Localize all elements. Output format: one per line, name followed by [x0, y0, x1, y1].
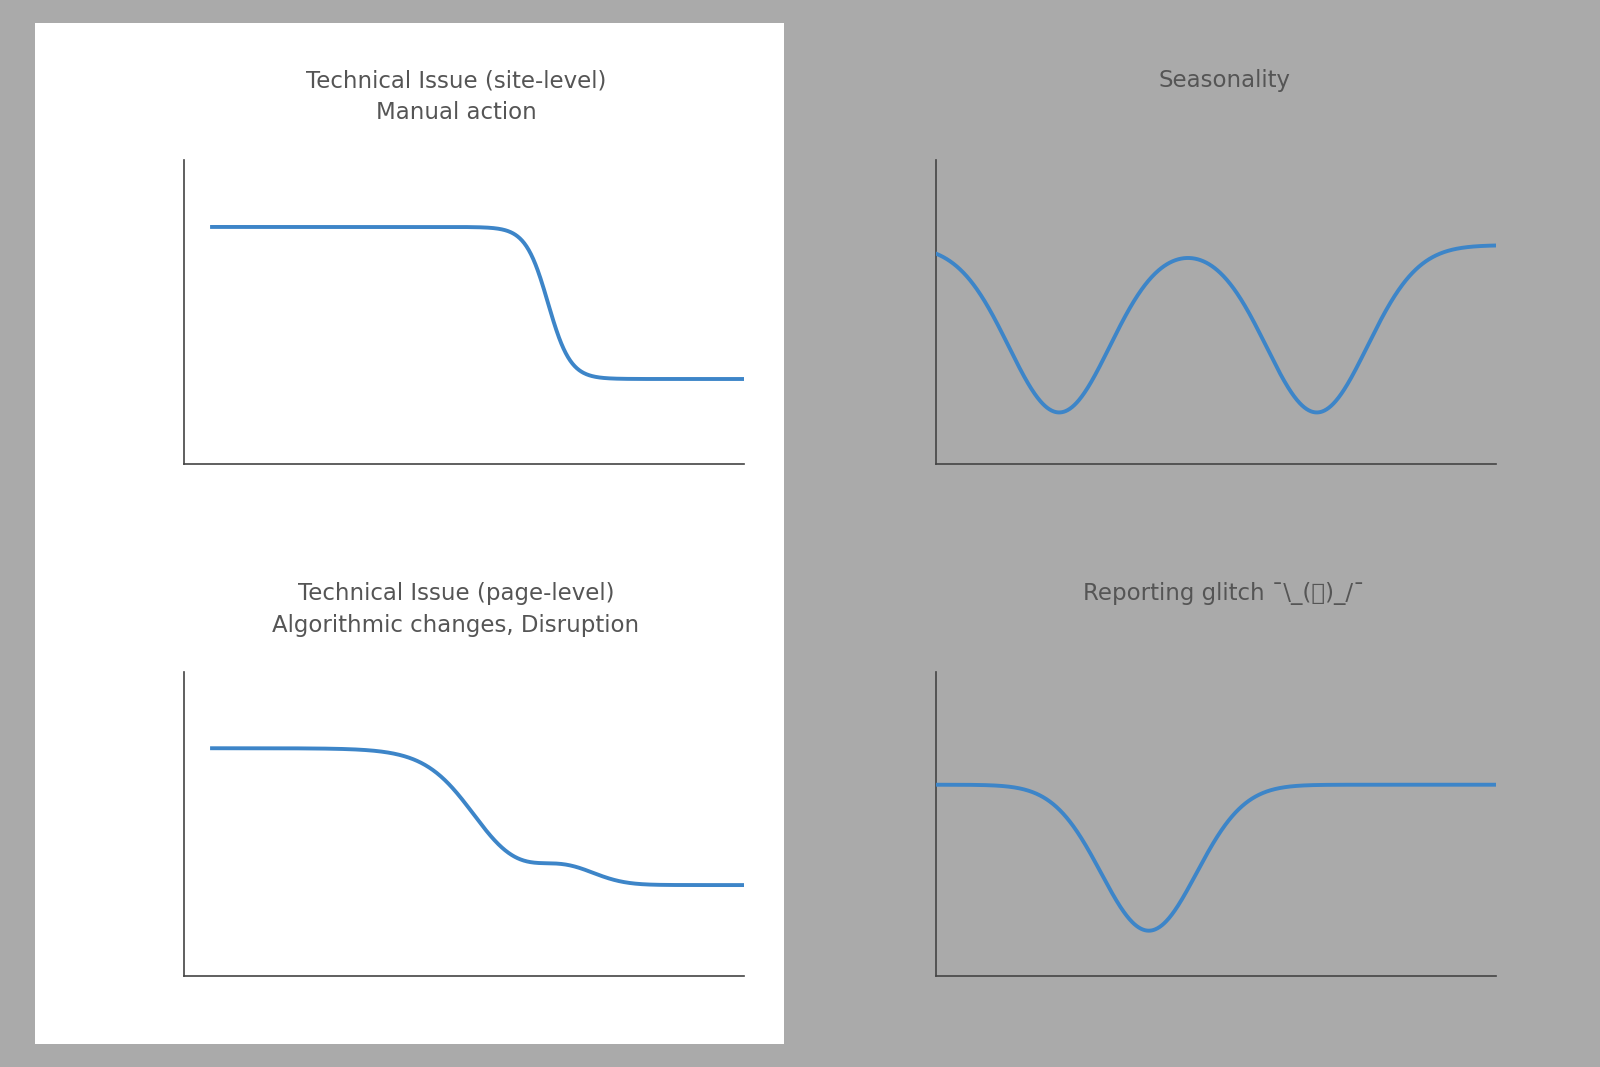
- Text: Reporting glitch ¯\_(ツ)_/¯: Reporting glitch ¯\_(ツ)_/¯: [1083, 582, 1365, 605]
- Text: Technical Issue (page-level)
Algorithmic changes, Disruption: Technical Issue (page-level) Algorithmic…: [272, 582, 640, 637]
- Text: Technical Issue (site-level)
Manual action: Technical Issue (site-level) Manual acti…: [306, 69, 606, 125]
- Text: Seasonality: Seasonality: [1158, 69, 1290, 93]
